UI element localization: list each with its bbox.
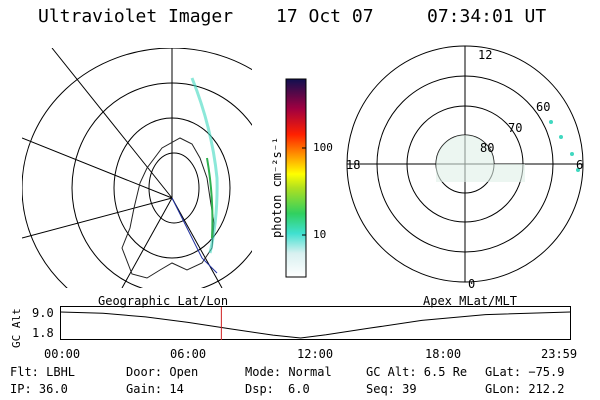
polar-plot: 12 18 6 0 60 70 80 (346, 45, 584, 291)
alt-ytick-high: 9.0 (32, 306, 54, 320)
time-label: 07:34:01 UT (427, 6, 547, 27)
left-plot-caption: Geographic Lat/Lon (98, 294, 229, 308)
colorbar-tick-10: 10 (313, 228, 327, 241)
alt-xtick-0: 00:00 (44, 347, 81, 361)
alt-xtick-4: 23:59 (541, 347, 578, 361)
mlt-label-6: 6 (576, 158, 583, 172)
seq-info: Seq: 39 (366, 382, 417, 396)
glon-info: GLon: 212.2 (485, 382, 565, 396)
door-info: Door: Open (126, 365, 199, 379)
app-title: Ultraviolet Imager (38, 6, 234, 27)
geographic-map (22, 48, 252, 288)
mlat-label-70: 70 (508, 121, 522, 135)
colorbar-unit-label: photon cm⁻²s⁻¹ (270, 136, 284, 238)
colorbar (285, 78, 307, 278)
right-plot-caption: Apex MLat/MLT (423, 294, 517, 308)
alt-ylabel: GC Alt (10, 308, 23, 348)
altitude-curve (60, 311, 571, 339)
dsp-value: 6.0 (288, 382, 310, 396)
altitude-panel (60, 306, 571, 340)
ip-info: IP: 36.0 (10, 382, 68, 396)
gain-info: Gain: 14 (126, 382, 184, 396)
date-label: 17 Oct 07 (276, 6, 374, 27)
dsp-label: Dsp: (245, 382, 274, 396)
mlt-label-0: 0 (468, 277, 475, 291)
alt-xtick-1: 06:00 (170, 347, 207, 361)
mode-info: Mode: Normal (245, 365, 332, 379)
mlt-label-12: 12 (478, 48, 492, 62)
mlat-label-80: 80 (480, 141, 494, 155)
mlt-label-18: 18 (346, 158, 360, 172)
mlat-label-60: 60 (536, 100, 550, 114)
colorbar-tick-100: 100 (313, 141, 333, 154)
alt-xtick-3: 18:00 (425, 347, 462, 361)
gc-alt-info: GC Alt: 6.5 Re (366, 365, 468, 379)
alt-xtick-2: 12:00 (297, 347, 334, 361)
glat-info: GLat: −75.9 (485, 365, 565, 379)
alt-ytick-low: 1.8 (32, 326, 54, 340)
filter-info: Flt: LBHL (10, 365, 76, 379)
